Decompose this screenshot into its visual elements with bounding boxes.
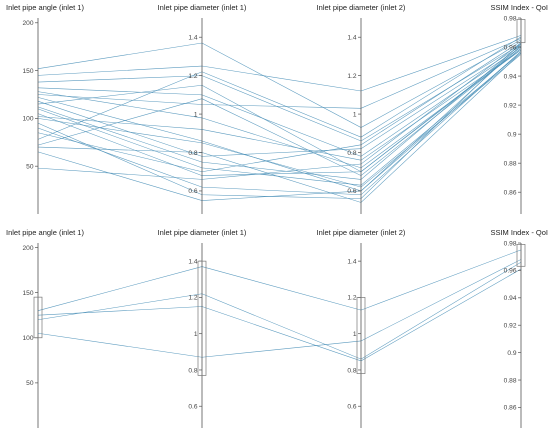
brush-selection-axis-3[interactable] <box>516 19 526 44</box>
record-line-21 <box>37 42 522 180</box>
axis-title: SSIM Index - QoI <box>490 228 548 237</box>
brush-selection-axis-2[interactable] <box>356 297 366 374</box>
axis-2: Inlet pipe diameter (inlet 2) 0.6 0.8 1 1.2 1… <box>317 228 406 428</box>
tick-label: 150 <box>22 68 33 75</box>
tick-label: 0.6 <box>347 188 356 195</box>
record-line-8 <box>37 48 522 173</box>
brush-selection-axis-0[interactable] <box>33 296 43 339</box>
tick-label: 0.92 <box>504 102 517 109</box>
record-line-14 <box>37 42 522 199</box>
tick-label: 1.4 <box>188 258 197 265</box>
tick-label: 0.8 <box>188 367 197 374</box>
tick-label: 100 <box>22 116 33 123</box>
axis-1: Inlet pipe diameter (inlet 1) 0.6 0.8 1 1.2 1… <box>158 228 247 428</box>
brush-selection-axis-1[interactable] <box>197 260 207 376</box>
tick-label: 200 <box>22 245 33 252</box>
tick-label: 1.2 <box>347 73 356 80</box>
tick-label: 50 <box>26 380 34 387</box>
tick-label: 150 <box>22 290 33 297</box>
series-lines <box>37 35 522 203</box>
tick-label: 0.8 <box>347 150 356 157</box>
axis-title: Inlet pipe angle (inlet 1) <box>6 228 84 237</box>
axis-2: Inlet pipe diameter (inlet 2) 0.6 0.8 1 1.2 1… <box>317 3 406 214</box>
record-line-19 <box>37 52 522 203</box>
record-line-15 <box>37 51 522 196</box>
axis-title: SSIM Index - QoI <box>490 3 548 12</box>
record-line-3 <box>37 259 522 358</box>
tick-label: 0.98 <box>504 15 517 22</box>
tick-label: 1 <box>194 331 198 338</box>
brush-selection-axis-3[interactable] <box>516 244 526 267</box>
axis-0: Inlet pipe angle (inlet 1) 50 100 150 200 <box>6 228 84 428</box>
axis-title: Inlet pipe diameter (inlet 2) <box>317 228 406 237</box>
tick-label: 0.8 <box>188 150 197 157</box>
record-line-18 <box>37 48 522 176</box>
tick-label: 200 <box>22 20 33 27</box>
tick-label: 0.88 <box>504 377 517 384</box>
record-line-11 <box>37 46 522 176</box>
record-line-7 <box>37 45 522 157</box>
tick-label: 0.86 <box>504 405 517 412</box>
tick-label: 0.94 <box>504 295 517 302</box>
tick-label: 1.2 <box>188 73 197 80</box>
record-line-1 <box>37 268 522 362</box>
axis-title: Inlet pipe diameter (inlet 1) <box>158 228 247 237</box>
record-line-1 <box>37 35 522 92</box>
panel-bottom: Inlet pipe angle (inlet 1)50100150200Inl… <box>6 228 548 428</box>
tick-label: 0.8 <box>347 367 356 374</box>
tick-label: 0.96 <box>504 44 517 51</box>
tick-label: 1.4 <box>347 35 356 42</box>
tick-label: 1.2 <box>347 295 356 302</box>
tick-label: 50 <box>26 163 34 170</box>
record-line-6 <box>37 51 522 192</box>
axis-title: Inlet pipe diameter (inlet 2) <box>317 3 406 12</box>
tick-label: 0.86 <box>504 190 517 197</box>
tick-label: 1.4 <box>347 258 356 265</box>
record-line-17 <box>37 36 522 140</box>
axis-title: Inlet pipe angle (inlet 1) <box>6 3 84 12</box>
axis-0: Inlet pipe angle (inlet 1) 50 100 150 200 <box>6 3 84 214</box>
tick-label: 1.4 <box>188 35 197 42</box>
tick-label: 0.92 <box>504 323 517 330</box>
axis-title: Inlet pipe diameter (inlet 1) <box>158 3 247 12</box>
axis-3: SSIM Index - QoI 0.86 0.88 0.9 0.92 0.94 0.96 0… <box>490 228 548 428</box>
tick-label: 0.96 <box>504 268 517 275</box>
tick-label: 100 <box>22 335 33 342</box>
tick-label: 0.94 <box>504 73 517 80</box>
tick-label: 0.6 <box>347 404 356 411</box>
record-line-12 <box>37 49 522 161</box>
record-line-2 <box>37 43 522 142</box>
tick-label: 0.6 <box>188 404 197 411</box>
tick-label: 0.98 <box>504 240 517 247</box>
axis-3: SSIM Index - QoI 0.86 0.88 0.9 0.92 0.94 0.96 0… <box>490 3 548 214</box>
record-line-10 <box>37 52 522 186</box>
record-line-20 <box>37 45 522 201</box>
record-line-5 <box>37 38 522 109</box>
panel-top: Inlet pipe angle (inlet 1)50100150200Inl… <box>6 3 548 214</box>
record-line-0 <box>37 249 522 311</box>
tick-label: 1 <box>353 111 357 118</box>
record-line-4 <box>37 49 522 169</box>
tick-label: 1 <box>353 331 357 338</box>
record-line-0 <box>37 39 522 128</box>
series-lines <box>37 249 522 362</box>
tick-label: 0.88 <box>504 160 517 167</box>
tick-label: 0.9 <box>507 350 516 357</box>
record-line-16 <box>37 40 522 173</box>
axis-1: Inlet pipe diameter (inlet 1) 0.6 0.8 1 1.2 1… <box>158 3 247 214</box>
record-line-2 <box>37 261 522 360</box>
tick-label: 1 <box>194 111 198 118</box>
tick-label: 0.6 <box>188 188 197 195</box>
tick-label: 0.9 <box>507 131 516 138</box>
record-line-3 <box>37 46 522 157</box>
tick-label: 1.2 <box>188 295 197 302</box>
